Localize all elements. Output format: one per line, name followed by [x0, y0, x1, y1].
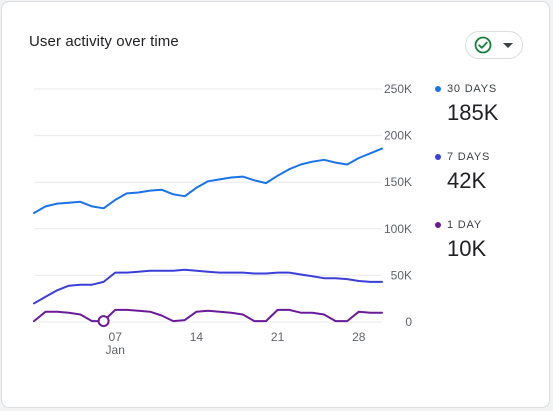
legend-dot-7-days [435, 154, 441, 160]
legend-label-30-days: 30 DAYS [447, 83, 498, 95]
legend-label-7-days: 7 DAYS [447, 151, 491, 163]
y-tick-label: 100K [384, 222, 412, 236]
y-tick-label: 200K [384, 129, 412, 143]
legend-value-30-days: 185K [447, 100, 499, 125]
highlight-point [97, 315, 110, 328]
legend-label-1-day: 1 DAY [447, 219, 482, 231]
series-line-30-days [33, 147, 383, 214]
y-tick-label: 0 [405, 315, 412, 329]
x-tick-label: 21 [271, 330, 285, 344]
legend-item-1-day: 1 DAY 10K [435, 219, 486, 262]
y-tick-label: 150K [384, 175, 412, 189]
legend-value-7-days: 42K [447, 168, 487, 193]
x-tick-label: 28 [352, 330, 366, 344]
check-circle-icon [474, 36, 492, 54]
legend-item-7-days: 7 DAYS 42K [435, 151, 490, 194]
x-tick-label: 07 [109, 330, 123, 344]
series-line-7-days [33, 268, 383, 305]
y-tick-label: 50K [391, 268, 412, 282]
x-tick-label: 14 [190, 330, 204, 344]
caret-down-icon [503, 43, 513, 48]
legend-value-1-day: 10K [447, 236, 487, 261]
legend-dot-1-day [435, 222, 441, 228]
card-title: User activity over time [29, 33, 179, 50]
status-dropdown-button[interactable] [465, 31, 523, 59]
legend-dot-30-days [435, 86, 441, 92]
y-tick-label: 250K [384, 82, 412, 96]
x-tick-sublabel: Jan [106, 343, 125, 357]
series-line-1-day [33, 308, 383, 323]
legend-item-30-days: 30 DAYS 185K [435, 83, 498, 126]
